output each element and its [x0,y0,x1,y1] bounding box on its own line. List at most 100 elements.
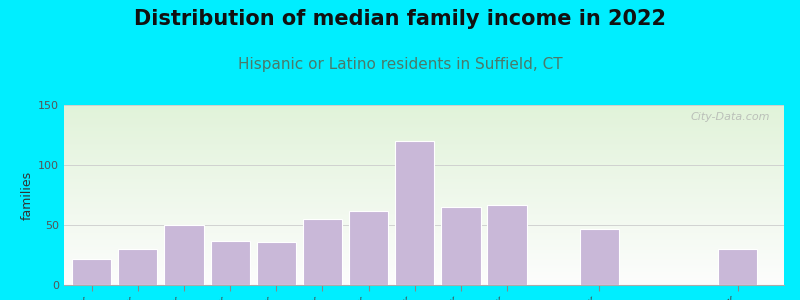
Bar [64,221,784,222]
Bar [64,188,784,189]
Bar [64,148,784,149]
Bar [64,204,784,205]
Y-axis label: families: families [21,170,34,220]
Bar [64,149,784,150]
Bar [64,189,784,190]
Bar [64,137,784,138]
Bar [64,276,784,277]
Bar [64,251,784,252]
Bar [64,179,784,180]
Bar [64,267,784,268]
Bar [64,271,784,272]
Bar [64,147,784,148]
Bar [64,266,784,267]
Bar [64,125,784,126]
Bar [64,223,784,224]
Bar [64,201,784,202]
Bar [64,181,784,182]
Bar [210,241,250,285]
Bar [64,255,784,256]
Bar [64,178,784,179]
Bar [64,184,784,185]
Bar [64,257,784,258]
Bar [257,242,296,285]
Bar [64,258,784,259]
Bar [64,270,784,271]
Bar [64,256,784,257]
Bar [64,159,784,160]
Bar [64,123,784,124]
Bar [64,249,784,250]
Bar [303,219,342,285]
Bar [64,167,784,168]
Bar [64,198,784,199]
Bar [64,217,784,218]
Bar [718,249,758,285]
Bar [64,283,784,284]
Bar [64,228,784,229]
Bar [64,235,784,236]
Bar [64,162,784,163]
Bar [64,206,784,207]
Bar [64,214,784,215]
Bar [64,114,784,115]
Bar [64,216,784,217]
Bar [64,200,784,201]
Bar [64,164,784,165]
Bar [64,187,784,188]
Bar [64,186,784,187]
Bar [64,274,784,275]
Bar [64,254,784,255]
Bar [64,176,784,177]
Bar [64,143,784,144]
Bar [64,155,784,156]
Bar [64,150,784,151]
Bar [64,146,784,147]
Bar [64,275,784,276]
Bar [64,247,784,248]
Bar [64,268,784,269]
Bar [64,203,784,204]
Bar [64,126,784,127]
Bar [64,174,784,175]
Bar [64,112,784,113]
Bar [64,264,784,265]
Bar [64,165,784,166]
Bar [64,265,784,266]
Bar [395,141,434,285]
Bar [64,171,784,172]
Bar [64,220,784,221]
Bar [64,194,784,195]
Bar [64,272,784,273]
Bar [64,284,784,285]
Bar [64,215,784,216]
Bar [64,225,784,226]
Bar [64,127,784,128]
Bar [64,277,784,278]
Bar [64,240,784,241]
Bar [64,153,784,154]
Bar [64,173,784,174]
Bar [64,110,784,111]
Bar [64,237,784,238]
Bar [64,269,784,270]
Bar [64,124,784,125]
Bar [64,151,784,152]
Bar [64,262,784,263]
Bar [64,196,784,197]
Bar [64,245,784,246]
Bar [64,183,784,184]
Bar [64,115,784,116]
Bar [64,226,784,227]
Bar [64,208,784,209]
Bar [64,232,784,233]
Bar [487,205,526,285]
Bar [64,227,784,228]
Bar [64,239,784,240]
Bar [64,252,784,253]
Bar [64,152,784,153]
Bar [64,207,784,208]
Bar [64,238,784,239]
Bar [64,212,784,213]
Bar [442,207,481,285]
